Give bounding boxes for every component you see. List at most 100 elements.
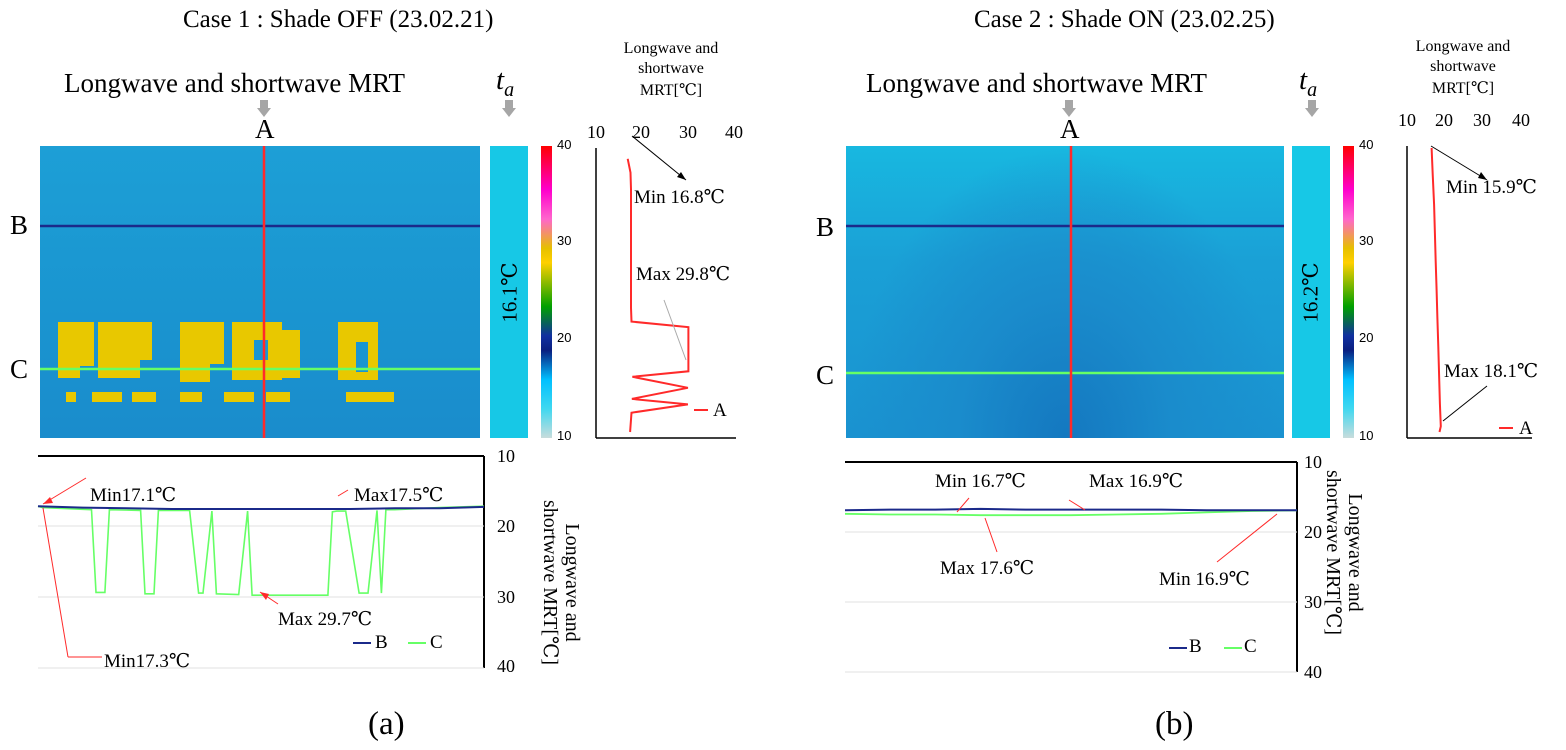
hot-patch — [210, 322, 224, 364]
anno-arrow — [984, 517, 998, 553]
section-label-b: B — [10, 210, 29, 240]
vprofile-x-tick: 20 — [1435, 110, 1453, 130]
hprofile-chart — [844, 461, 1298, 673]
hprofile-anno-max-b: Max17.5℃ — [354, 485, 444, 506]
ta-bar — [1292, 146, 1330, 438]
vprofile-x-tick: 20 — [632, 122, 650, 142]
hprofile-y-tick: 40 — [497, 656, 515, 676]
hot-patch — [180, 392, 202, 402]
vprofile-series-a — [1430, 147, 1442, 433]
hprofile-legend-c: C — [430, 632, 443, 653]
vprofile-x-tick: 30 — [1473, 110, 1491, 130]
map-title: Longwave and shortwave MRT — [64, 68, 406, 98]
anno-arrow — [1068, 499, 1086, 511]
hprofile-anno-min-c: Min17.3℃ — [104, 651, 191, 672]
ta-label: ta — [496, 64, 515, 101]
vprofile-x-tick: 40 — [725, 122, 743, 142]
hprofile-series-b — [844, 507, 1297, 512]
vprofile-title-line2: shortwave — [1430, 58, 1496, 75]
hprofile-legend-c: C — [1244, 636, 1257, 657]
ta-bar — [490, 146, 528, 438]
arrow-down-icon — [502, 100, 516, 117]
vprofile-legend-label: A — [1519, 418, 1533, 439]
hprofile-chart — [37, 455, 485, 669]
color-scale-tick: 20 — [1359, 330, 1374, 345]
color-scale-tick: 10 — [1359, 428, 1374, 443]
anno-arrow — [1216, 513, 1278, 563]
vprofile-title-line2: shortwave — [638, 60, 704, 77]
hprofile-anno-max-c: Max 29.7℃ — [278, 609, 373, 630]
hprofile-y-tick: 30 — [1304, 592, 1322, 612]
section-label-c: C — [10, 354, 29, 384]
hprofile-y-tick: 20 — [1304, 522, 1322, 542]
hprofile-anno-min-b: Min 16.7℃ — [935, 471, 1026, 492]
heatmap-overlay — [40, 146, 480, 438]
hot-patch — [224, 392, 254, 402]
vprofile-max-arrow — [1442, 385, 1488, 422]
panel-case-1: Case 1 : Shade OFF (23.02.21) Longwave a… — [10, 6, 743, 742]
heatmap-overlay — [846, 146, 1284, 438]
hprofile-series-b — [37, 505, 485, 510]
vprofile-chart — [1406, 145, 1532, 439]
color-scale-tick: 40 — [1359, 137, 1374, 152]
vprofile-title-line1: Longwave and — [623, 40, 719, 57]
mrt-heatmap — [40, 146, 480, 438]
vprofile-x-tick: 30 — [679, 122, 697, 142]
color-scale-tick: 40 — [557, 137, 572, 152]
hot-patches — [58, 322, 394, 402]
color-scale-bar — [541, 146, 552, 438]
section-label-c: C — [816, 360, 835, 390]
hprofile-anno-min-b: Min17.1℃ — [90, 485, 177, 506]
hprofile-legend-b: B — [375, 632, 388, 653]
vprofile-chart — [595, 135, 736, 439]
hprofile-y-tick: 40 — [1304, 662, 1322, 682]
panel-case-2: Case 2 : Shade ON (23.02.25) Longwave an… — [783, 0, 1566, 750]
color-scale-tick: 20 — [557, 330, 572, 345]
panel-label: (a) — [368, 706, 405, 742]
hot-patch — [282, 330, 300, 378]
color-scale-tick: 30 — [557, 233, 572, 248]
case-title: Case 2 : Shade ON (23.02.25) — [974, 6, 1275, 33]
hprofile-series-c — [37, 505, 485, 596]
section-label-b: B — [816, 212, 835, 242]
section-label-a: A — [255, 114, 275, 144]
hprofile-anno-min-c: Min 16.9℃ — [1159, 569, 1250, 590]
anno-arrow — [337, 489, 349, 497]
patch-hole — [356, 342, 368, 372]
hprofile-y-tick: 30 — [497, 587, 515, 607]
vprofile-min-label: Min 16.8℃ — [634, 187, 725, 208]
hprofile-anno-max-c: Max 17.6℃ — [940, 558, 1035, 579]
vprofile-title-line3: MRT[℃] — [639, 82, 703, 99]
vprofile-max-label: Max 18.1℃ — [1444, 361, 1539, 382]
vprofile-min-arrowhead — [1478, 172, 1487, 180]
vprofile-series-a — [626, 158, 690, 433]
hot-patch — [346, 392, 394, 402]
vprofile-legend-label: A — [713, 400, 727, 421]
vprofile-x-tick: 10 — [1398, 110, 1416, 130]
ta-value: 16.1℃ — [497, 262, 522, 323]
vprofile-title-line3: MRT[℃] — [1431, 80, 1495, 97]
anno-arrowhead — [260, 592, 269, 600]
ta-label: ta — [1299, 64, 1318, 101]
vprofile-x-tick: 40 — [1512, 110, 1530, 130]
hprofile-series-c — [844, 509, 1298, 517]
hprofile-y-label: Longwave and shortwave MRT[℃] — [539, 500, 583, 666]
arrow-down-icon — [1062, 100, 1076, 117]
hot-patch — [180, 322, 210, 382]
hprofile-y-label: Longwave and shortwave MRT[℃] — [1322, 470, 1366, 636]
vprofile-min-arrow — [1430, 145, 1488, 181]
section-label-a: A — [1060, 114, 1080, 144]
arrow-down-icon — [1305, 100, 1319, 117]
hprofile-y-tick: 20 — [497, 516, 515, 536]
ta-value: 16.2℃ — [1298, 262, 1323, 323]
hot-patch — [266, 392, 290, 402]
panel-label: (b) — [1155, 706, 1194, 742]
hprofile-legend-b: B — [1189, 636, 1202, 657]
hot-patch — [80, 322, 94, 366]
anno-arrowhead — [43, 497, 53, 504]
map-title: Longwave and shortwave MRT — [866, 68, 1208, 98]
mrt-heatmap — [846, 146, 1284, 438]
vprofile-min-arrow — [631, 135, 687, 181]
hot-patch — [132, 392, 156, 402]
anno-arrow — [42, 507, 69, 658]
